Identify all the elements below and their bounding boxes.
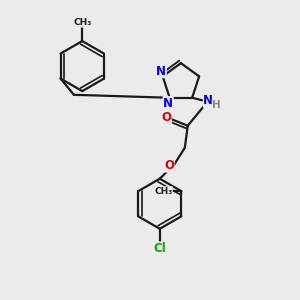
Text: CH₃: CH₃ (154, 187, 172, 196)
Text: H: H (212, 100, 221, 110)
Text: N: N (163, 97, 173, 110)
Text: N: N (156, 64, 166, 78)
Text: O: O (164, 159, 174, 172)
Text: CH₃: CH₃ (73, 18, 92, 27)
Text: N: N (203, 94, 213, 107)
Text: Cl: Cl (153, 242, 166, 255)
Text: O: O (161, 111, 171, 124)
